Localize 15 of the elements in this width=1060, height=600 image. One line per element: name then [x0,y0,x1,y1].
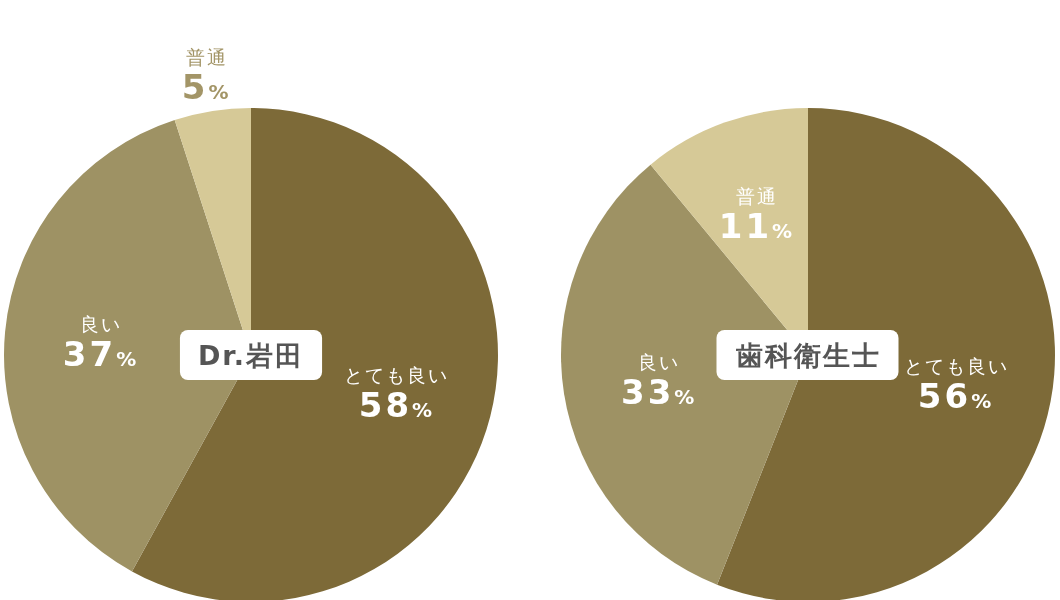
slice-label: とても良い [344,364,450,387]
text: 歯科衛生士 [734,340,881,371]
data-label: 33% [621,371,698,412]
data-label: 58% [358,385,436,426]
slice-label: 良い [80,312,122,335]
slice-label: 普通 [735,185,778,208]
data-label: 5% [181,67,232,108]
pie-slice [717,108,1055,600]
data-label: 11% [718,206,796,247]
text: Dr.岩田 [197,340,305,371]
slice-label: 良い [638,350,681,373]
slice-label: とても良い [903,355,1009,378]
data-label: 37% [62,333,140,374]
data-label: 56% [917,376,995,417]
slice-label: 普通 [185,46,228,69]
